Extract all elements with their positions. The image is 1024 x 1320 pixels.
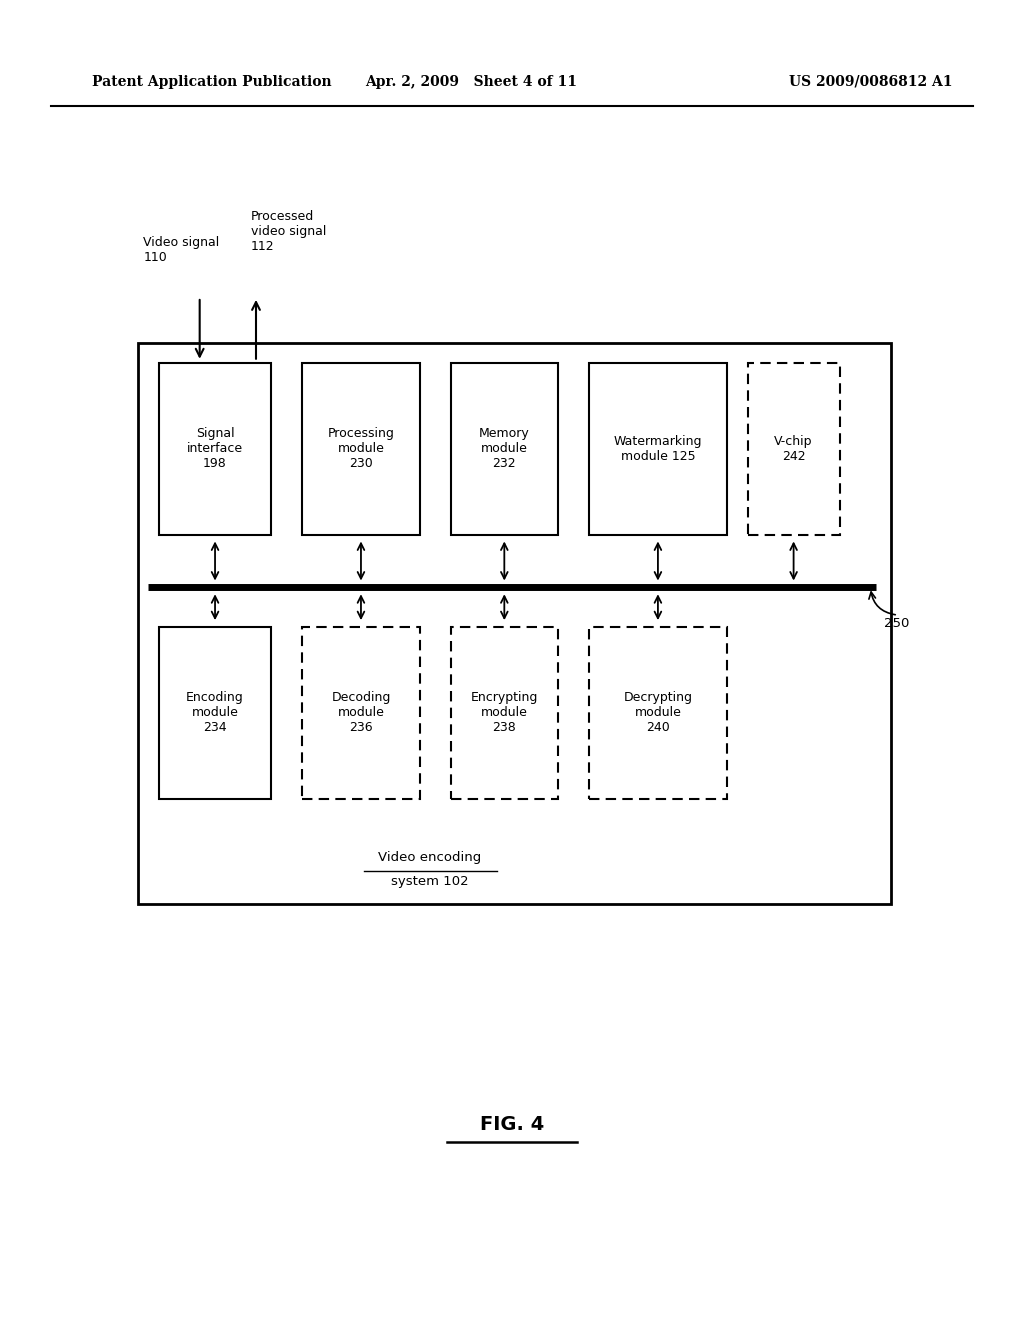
FancyBboxPatch shape <box>159 627 271 799</box>
Text: Video encoding: Video encoding <box>379 851 481 865</box>
Text: Apr. 2, 2009   Sheet 4 of 11: Apr. 2, 2009 Sheet 4 of 11 <box>365 75 578 88</box>
Text: Video signal
110: Video signal 110 <box>143 236 219 264</box>
FancyBboxPatch shape <box>451 627 558 799</box>
Text: V-chip
242: V-chip 242 <box>774 434 813 463</box>
Text: Processed
video signal
112: Processed video signal 112 <box>251 210 327 253</box>
FancyBboxPatch shape <box>302 627 420 799</box>
Text: Processing
module
230: Processing module 230 <box>328 428 394 470</box>
FancyBboxPatch shape <box>302 363 420 535</box>
Text: Patent Application Publication: Patent Application Publication <box>92 75 332 88</box>
FancyBboxPatch shape <box>589 363 727 535</box>
FancyBboxPatch shape <box>138 343 891 904</box>
Text: 250: 250 <box>884 616 909 630</box>
Text: Encrypting
module
238: Encrypting module 238 <box>471 692 538 734</box>
Text: Memory
module
232: Memory module 232 <box>479 428 529 470</box>
FancyBboxPatch shape <box>451 363 558 535</box>
Text: Encoding
module
234: Encoding module 234 <box>186 692 244 734</box>
FancyBboxPatch shape <box>589 627 727 799</box>
Text: Decoding
module
236: Decoding module 236 <box>332 692 390 734</box>
Text: FIG. 4: FIG. 4 <box>480 1115 544 1134</box>
FancyBboxPatch shape <box>748 363 840 535</box>
FancyBboxPatch shape <box>159 363 271 535</box>
Text: Watermarking
module 125: Watermarking module 125 <box>613 434 702 463</box>
Text: Signal
interface
198: Signal interface 198 <box>187 428 243 470</box>
Text: system 102: system 102 <box>391 875 469 888</box>
Text: US 2009/0086812 A1: US 2009/0086812 A1 <box>788 75 952 88</box>
Text: Decrypting
module
240: Decrypting module 240 <box>624 692 692 734</box>
